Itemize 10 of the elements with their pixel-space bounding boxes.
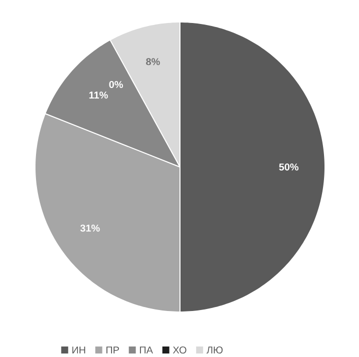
data-label: 31%: [80, 224, 100, 232]
legend-label: ПР: [106, 346, 119, 354]
data-label: 50%: [279, 163, 298, 171]
data-label: 8%: [146, 58, 160, 66]
text: 0%: [109, 80, 123, 88]
legend-label: ЛЮ: [206, 346, 223, 354]
data-label: 11%: [89, 92, 108, 99]
legend-label: ХО: [172, 346, 186, 354]
legend-label: ИН: [72, 346, 86, 354]
legend-label: ПА: [140, 346, 153, 354]
